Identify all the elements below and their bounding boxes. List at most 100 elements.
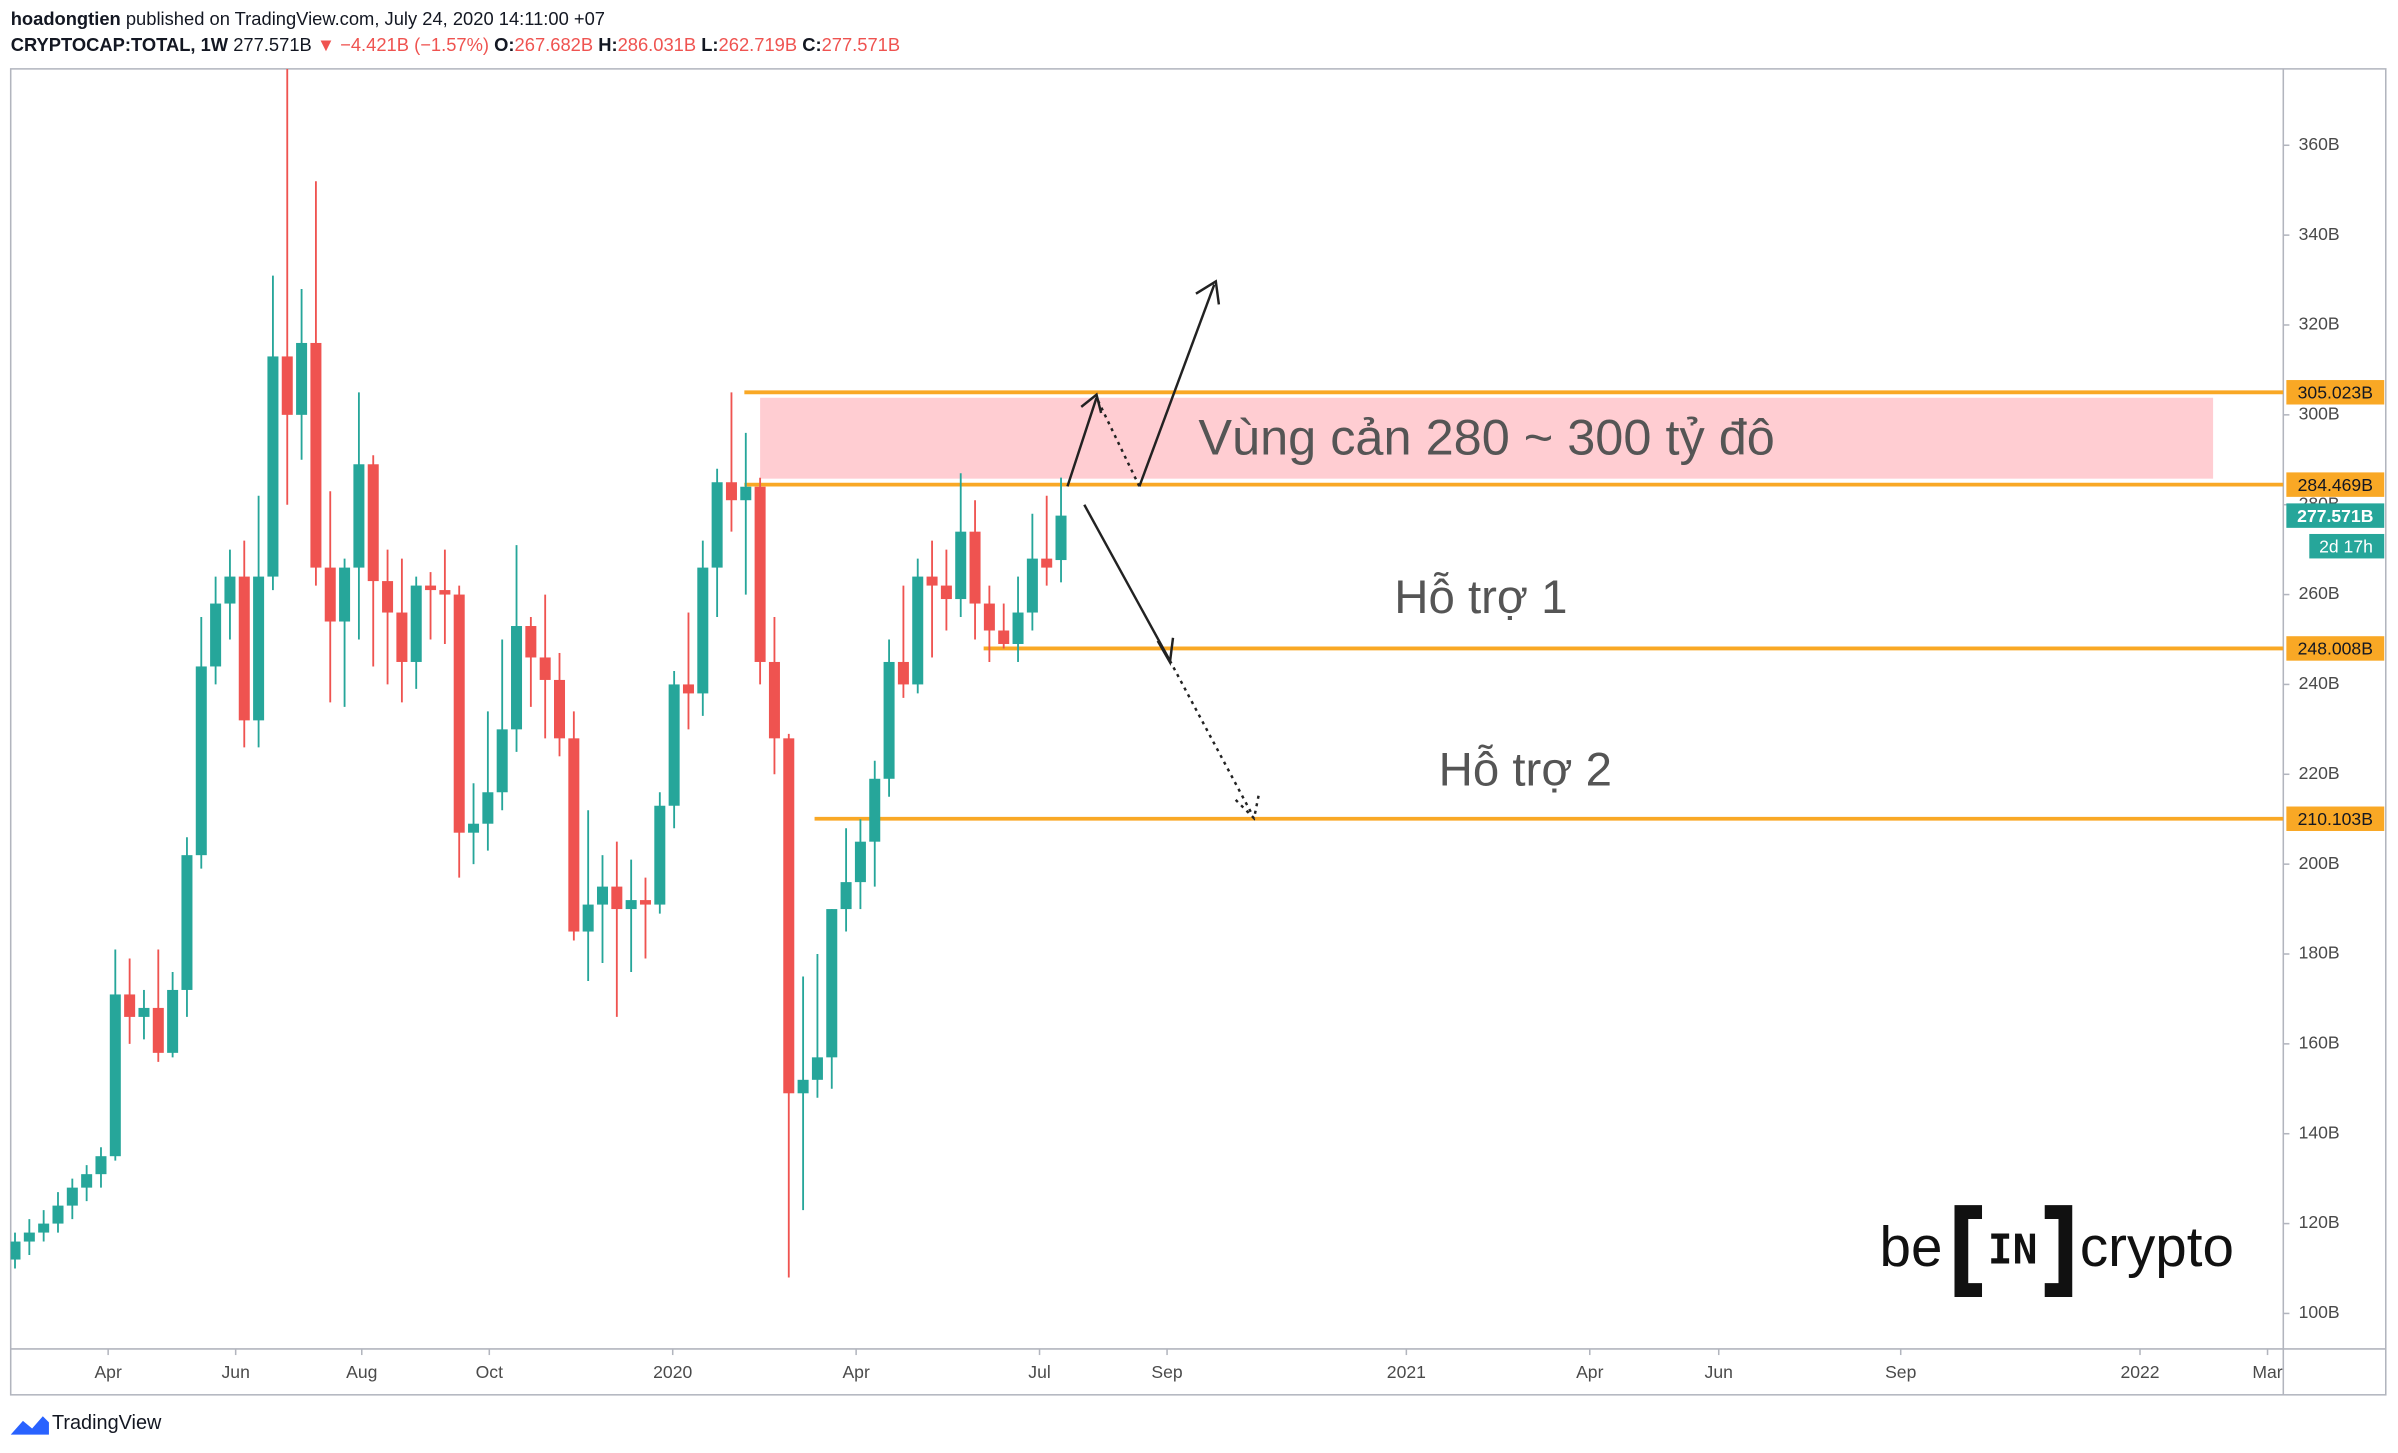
y-tick-label: 200B bbox=[2299, 853, 2340, 873]
x-tick-label: Apr bbox=[94, 1362, 122, 1382]
candle-body bbox=[52, 1205, 64, 1224]
candle-body bbox=[238, 576, 250, 721]
y-tick-label: 340B bbox=[2299, 224, 2340, 244]
candle-body bbox=[281, 356, 293, 415]
y-tick-label: 140B bbox=[2299, 1122, 2340, 1142]
candle-body bbox=[783, 738, 795, 1094]
logo: be IN crypto bbox=[1880, 1205, 2234, 1297]
x-tick-label: 2021 bbox=[1387, 1362, 1426, 1382]
candle-body bbox=[453, 594, 465, 833]
candle-body bbox=[525, 626, 537, 658]
candle-body bbox=[81, 1174, 93, 1188]
candle-body bbox=[883, 661, 895, 779]
logo-text: crypto bbox=[2080, 1215, 2234, 1278]
x-tick-label: 2020 bbox=[653, 1362, 692, 1382]
candle-body bbox=[296, 342, 308, 415]
candle-body bbox=[324, 567, 336, 622]
y-tick-label: 100B bbox=[2299, 1302, 2340, 1322]
price-tag bbox=[2286, 503, 2385, 528]
plot bbox=[10, 68, 2284, 1278]
x-tick-label: Aug bbox=[346, 1362, 377, 1382]
footer-icon bbox=[10, 1416, 49, 1435]
y-tick-label: 360B bbox=[2299, 134, 2340, 154]
level-label: 248.008B bbox=[2298, 639, 2373, 659]
candle-body bbox=[353, 464, 365, 568]
candle-body bbox=[998, 630, 1010, 644]
candle-body bbox=[152, 1007, 164, 1053]
candle-body bbox=[38, 1223, 50, 1233]
candle-body bbox=[210, 603, 222, 667]
candle-body bbox=[1041, 558, 1053, 568]
candle-body bbox=[654, 805, 666, 905]
candle-body bbox=[668, 684, 680, 806]
logo-text: IN bbox=[1988, 1226, 2038, 1274]
level-label: 210.103B bbox=[2298, 809, 2373, 829]
ohlc-value: 286.031B bbox=[618, 34, 697, 55]
candle-body bbox=[511, 626, 523, 730]
x-tick-label: Apr bbox=[1576, 1362, 1604, 1382]
candle-body bbox=[482, 792, 494, 824]
level-tag bbox=[2286, 806, 2385, 831]
y-tick-label: 300B bbox=[2299, 403, 2340, 423]
symbol: CRYPTOCAP:TOTAL, 1W bbox=[11, 34, 229, 55]
x-tick-label: Apr bbox=[842, 1362, 870, 1382]
x-tick-label: Jun bbox=[222, 1362, 250, 1382]
candle-body bbox=[253, 576, 265, 721]
annotation: Hỗ trợ 2 bbox=[1439, 742, 1612, 796]
zone-label: Vùng cản 280 ~ 300 tỷ đô bbox=[1198, 409, 1774, 466]
candle-body bbox=[983, 603, 995, 631]
level-tag bbox=[2286, 472, 2385, 497]
candle-body bbox=[912, 576, 924, 685]
candle-body bbox=[109, 994, 121, 1157]
level-tag bbox=[2286, 636, 2385, 661]
y-tick-label: 320B bbox=[2299, 314, 2340, 334]
candle-body bbox=[1055, 515, 1067, 561]
y-tick-label: 260B bbox=[2299, 583, 2340, 603]
candle-body bbox=[468, 823, 480, 833]
candle-body bbox=[425, 585, 437, 591]
candle-body bbox=[840, 882, 852, 910]
arrow-head bbox=[1080, 392, 1103, 414]
arrow-head bbox=[1195, 279, 1221, 305]
header-line-1: hoadongtien published on TradingView.com… bbox=[11, 8, 605, 29]
candle-body bbox=[195, 666, 207, 856]
ohlc-label: C: bbox=[802, 34, 821, 55]
candle-body bbox=[267, 356, 279, 577]
drawings bbox=[1066, 279, 1260, 821]
logo-text: be bbox=[1880, 1215, 1943, 1278]
candle-body bbox=[740, 486, 752, 501]
candle-body bbox=[396, 612, 408, 662]
y-tick-label: 120B bbox=[2299, 1212, 2340, 1232]
candle-body bbox=[854, 841, 866, 883]
candle-body bbox=[339, 567, 351, 622]
candle-body bbox=[969, 531, 981, 604]
arrow bbox=[1083, 504, 1172, 662]
arrow bbox=[1138, 284, 1216, 487]
candle-body bbox=[367, 464, 379, 582]
candle-body bbox=[95, 1156, 107, 1175]
ohlc-label: H: bbox=[598, 34, 617, 55]
candle-body bbox=[869, 778, 881, 842]
candle-body bbox=[768, 661, 780, 739]
frame bbox=[9, 68, 2387, 1396]
y-tick-label: 180B bbox=[2299, 943, 2340, 963]
candle-body bbox=[138, 1007, 150, 1017]
candle-body bbox=[754, 486, 766, 662]
arrow bbox=[1066, 397, 1098, 487]
ohlc-label: O: bbox=[494, 34, 514, 55]
candle-body bbox=[811, 1057, 823, 1080]
last: 277.571B bbox=[233, 34, 312, 55]
ohlc-value: 267.682B bbox=[515, 34, 594, 55]
countdown: 2d 17h bbox=[2319, 536, 2373, 556]
header-line-2: CRYPTOCAP:TOTAL, 1W 277.571B ▼ −4.421B (… bbox=[11, 34, 900, 55]
candle-body bbox=[940, 585, 952, 600]
candle-body bbox=[439, 590, 451, 595]
y-tick-label: 160B bbox=[2299, 1033, 2340, 1053]
footer: TradingView bbox=[10, 1412, 162, 1435]
logo-brackets bbox=[1954, 1205, 2073, 1297]
footer-text: TradingView bbox=[52, 1412, 162, 1434]
y-tick-label: 220B bbox=[2299, 763, 2340, 783]
